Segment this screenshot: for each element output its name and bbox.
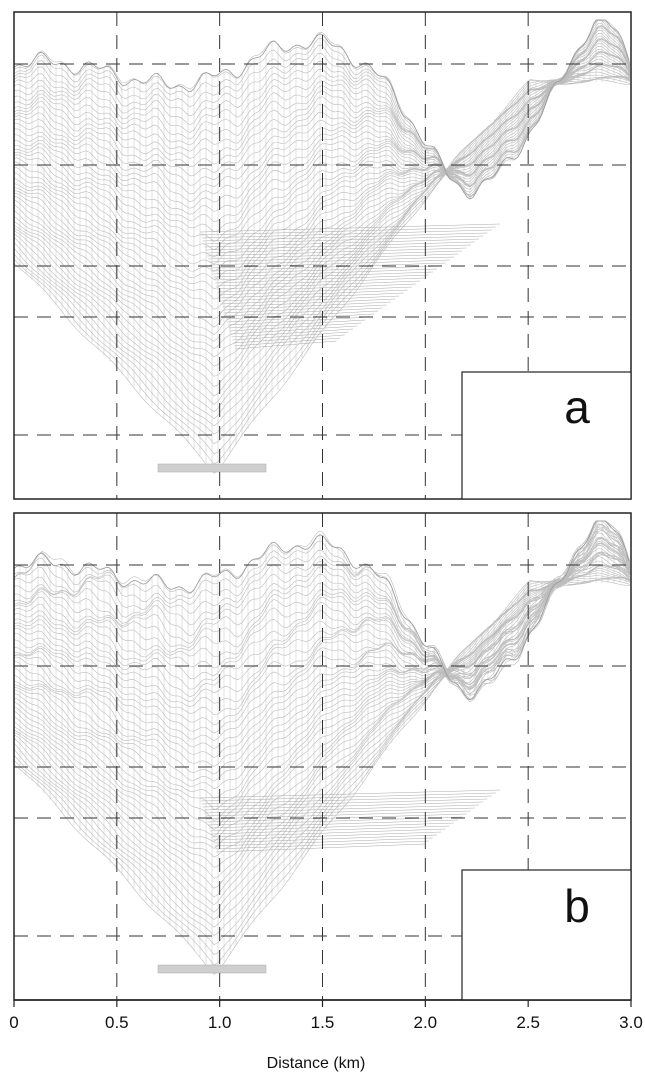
x-axis-title: Distance (km)	[267, 1055, 366, 1072]
x-tick-label: 0	[9, 1013, 18, 1032]
x-tick-label: 0.5	[105, 1013, 129, 1032]
x-tick-label: 2.5	[516, 1013, 540, 1032]
panel-label-b: b	[564, 880, 590, 932]
dashed-grid-a	[14, 12, 631, 499]
panel-a-frame	[13, 11, 632, 500]
x-tick-label: 2.0	[414, 1013, 438, 1032]
panel-a: a	[13, 11, 632, 500]
panel-label-a: a	[564, 381, 590, 433]
panel-b: b	[13, 512, 632, 1001]
x-axis: 0 0.5 1.0 1.5 2.0 2.5 3.0	[9, 999, 643, 1032]
label-box-a	[461, 371, 632, 500]
x-tick-label: 3.0	[619, 1013, 643, 1032]
x-tick-label: 1.0	[208, 1013, 232, 1032]
x-tick-label: 1.5	[311, 1013, 335, 1032]
label-box-b	[461, 869, 632, 1001]
